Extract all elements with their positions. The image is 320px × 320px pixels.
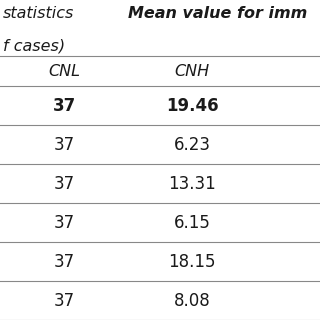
Text: 6.15: 6.15: [173, 214, 211, 232]
Text: CNH: CNH: [174, 64, 210, 79]
Text: 37: 37: [52, 97, 76, 115]
Text: 13.31: 13.31: [168, 175, 216, 193]
Text: f cases): f cases): [3, 38, 65, 53]
Text: Mean value for imm: Mean value for imm: [128, 6, 307, 21]
Text: 37: 37: [53, 136, 75, 154]
Text: 37: 37: [53, 214, 75, 232]
Text: 37: 37: [53, 292, 75, 309]
Text: 37: 37: [53, 175, 75, 193]
Text: statistics: statistics: [3, 6, 75, 21]
Text: 19.46: 19.46: [166, 97, 218, 115]
Text: 8.08: 8.08: [174, 292, 210, 309]
Text: 6.23: 6.23: [173, 136, 211, 154]
Text: 37: 37: [53, 252, 75, 271]
Text: 18.15: 18.15: [168, 252, 216, 271]
Text: CNL: CNL: [48, 64, 80, 79]
